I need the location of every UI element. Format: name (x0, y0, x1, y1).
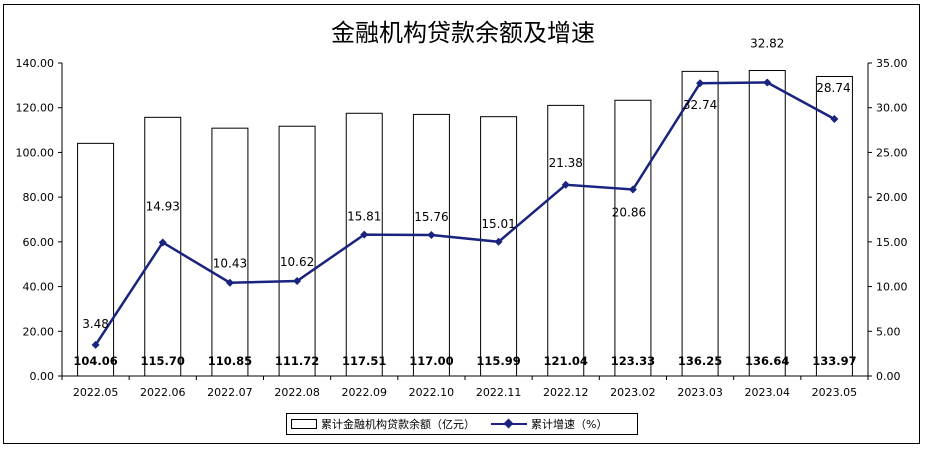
bar (144, 116, 182, 377)
y-right-tick-label: 30.00 (876, 102, 908, 115)
x-tick-label: 2022.05 (73, 386, 119, 399)
legend: 累计金融机构贷款余额（亿元） 累计增速（%） (286, 413, 638, 435)
y-right-tick-label: 10.00 (876, 281, 908, 294)
bar-value-label: 115.99 (476, 354, 520, 368)
y-left-tick-label: 140.00 (16, 57, 55, 70)
legend-item-growth: 累计增速（%） (475, 416, 607, 432)
x-tick-label: 2023.05 (812, 386, 858, 399)
bar-value-label: 136.25 (678, 354, 722, 368)
bar (748, 70, 786, 377)
bar (480, 116, 518, 377)
growth-line (94, 81, 836, 346)
y-left-tick-label: 100.00 (16, 146, 55, 159)
line-value-label: 15.01 (481, 217, 515, 231)
line-value-label: 21.38 (549, 156, 583, 170)
bar-value-label: 104.06 (73, 354, 117, 368)
growth-point (763, 78, 772, 87)
legend-bar-swatch (291, 419, 317, 429)
bar-value-label: 136.64 (745, 354, 789, 368)
x-tick-label: 2023.04 (745, 386, 791, 399)
x-tick-label: 2022.12 (543, 386, 589, 399)
y-left-tick-label: 40.00 (23, 281, 55, 294)
growth-point (158, 238, 167, 247)
line-value-label: 10.62 (280, 255, 314, 269)
growth-point (628, 185, 637, 194)
bar-value-label: 111.72 (275, 354, 319, 368)
bar-value-label: 117.51 (342, 354, 386, 368)
line-value-label: 14.93 (146, 199, 180, 213)
growth-point (494, 237, 503, 246)
bar-value-label: 123.33 (611, 354, 655, 368)
chart-frame (3, 4, 920, 444)
y-right-tick-label: 35.00 (876, 57, 908, 70)
line-value-label: 3.48 (82, 317, 109, 331)
y-left-tick-label: 20.00 (23, 325, 55, 338)
line-value-label: 32.82 (750, 36, 784, 50)
y-right-tick-label: 5.00 (876, 325, 901, 338)
bar-value-label: 115.70 (141, 354, 185, 368)
legend-line-swatch (491, 418, 527, 429)
y-left-tick-label: 120.00 (16, 102, 55, 115)
x-tick-label: 2022.07 (207, 386, 253, 399)
x-tick-label: 2022.11 (476, 386, 522, 399)
line-value-label: 15.76 (414, 210, 448, 224)
growth-point (696, 79, 705, 88)
bar (815, 75, 853, 377)
bar-value-label: 110.85 (208, 354, 252, 368)
x-tick-label: 2023.03 (677, 386, 723, 399)
x-tick-label: 2022.08 (274, 386, 320, 399)
line-value-label: 32.74 (683, 98, 717, 112)
y-right-tick-label: 0.00 (876, 370, 901, 383)
bar (681, 70, 719, 377)
bar-value-label: 133.97 (812, 354, 856, 368)
line-value-label: 15.81 (347, 210, 381, 224)
bar (547, 104, 585, 377)
x-tick-label: 2022.06 (140, 386, 186, 399)
bar (211, 127, 249, 377)
bar (412, 113, 450, 377)
bar (77, 142, 115, 377)
growth-point (360, 230, 369, 239)
bar (614, 99, 652, 377)
bar-value-label: 121.04 (544, 354, 588, 368)
bar-value-label: 117.00 (409, 354, 453, 368)
y-right-tick-label: 25.00 (876, 146, 908, 159)
line-value-label: 20.86 (612, 205, 646, 219)
line-value-label: 10.43 (213, 257, 247, 271)
y-left-tick-label: 80.00 (23, 191, 55, 204)
growth-point (561, 180, 570, 189)
growth-point (830, 114, 839, 123)
x-tick-label: 2022.10 (409, 386, 455, 399)
bar (278, 125, 316, 377)
bar (345, 112, 383, 377)
y-right-tick-label: 20.00 (876, 191, 908, 204)
y-left-tick-label: 0.00 (30, 370, 55, 383)
legend-line-label: 累计增速（%） (531, 418, 608, 431)
growth-point (293, 277, 302, 286)
growth-point (427, 231, 436, 240)
x-tick-label: 2023.02 (610, 386, 656, 399)
line-value-label: 28.74 (816, 81, 850, 95)
growth-point (91, 340, 100, 349)
legend-item-balance: 累计金融机构贷款余额（亿元） (287, 416, 475, 432)
growth-point (225, 278, 234, 287)
x-tick-label: 2022.09 (342, 386, 388, 399)
chart-title: 金融机构贷款余额及增速 (331, 19, 595, 47)
y-left-tick-label: 60.00 (23, 236, 55, 249)
y-right-tick-label: 15.00 (876, 236, 908, 249)
legend-bar-label: 累计金融机构贷款余额（亿元） (321, 418, 475, 431)
